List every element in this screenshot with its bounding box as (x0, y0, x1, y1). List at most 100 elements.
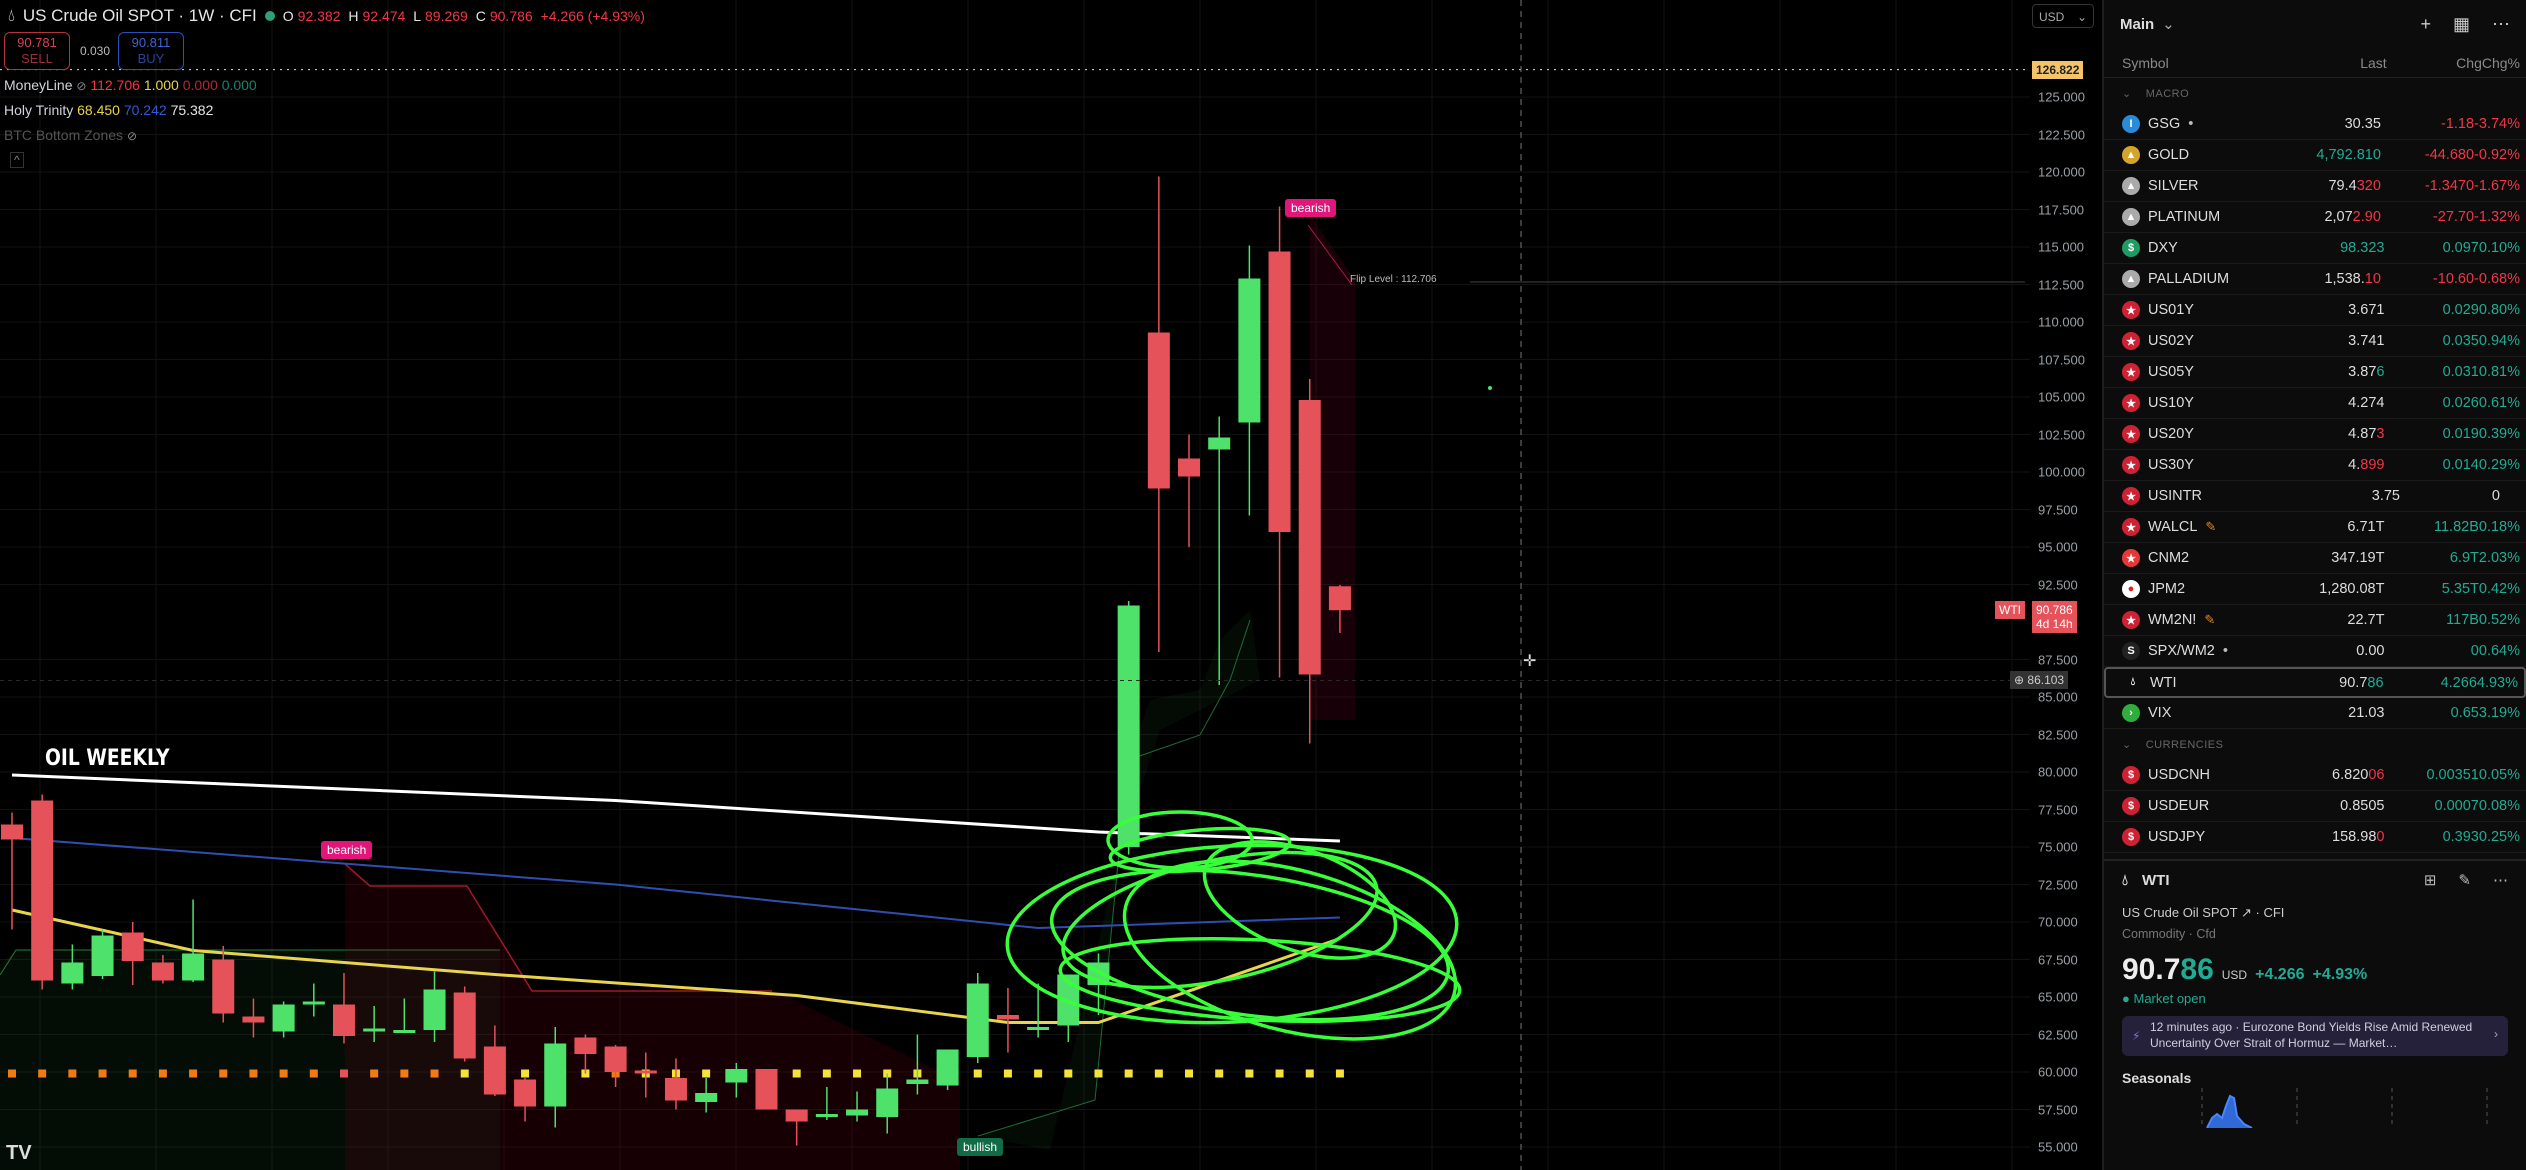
watchlist-row[interactable]: $ USDEUR 0.8505 0.0007 0.08% (2104, 791, 2526, 822)
candle[interactable] (302, 983, 325, 1017)
candle[interactable] (423, 971, 446, 1043)
watchlist-row[interactable]: ▲ PLATINUM 2,072.90 -27.70 -1.32% (2104, 202, 2526, 233)
candle[interactable] (1147, 176, 1170, 653)
watchlist-row[interactable]: $ USDJPY 158.980 0.393 0.25% (2104, 822, 2526, 853)
candle[interactable] (1178, 434, 1201, 548)
hidden-eye-icon[interactable]: ⊘ (126, 129, 137, 143)
candle[interactable] (544, 1027, 567, 1128)
watchlist-row[interactable]: ★ USINTR 3.75 0 (2104, 481, 2526, 512)
edit-note-icon[interactable]: ✎ (2205, 519, 2217, 534)
candle[interactable] (846, 1091, 869, 1122)
candle[interactable] (755, 1069, 778, 1110)
column-chg-pct[interactable]: Chg% (2481, 54, 2520, 71)
candle[interactable] (182, 899, 205, 983)
external-link-icon[interactable]: ↗ (2240, 905, 2252, 920)
candle[interactable] (1268, 206, 1291, 678)
watchlist-row[interactable]: ★ US01Y 3.671 0.029 0.80% (2104, 295, 2526, 326)
watchlist-row[interactable]: ● JPM2 1,280.08T 5.35T 0.42% (2104, 574, 2526, 605)
buy-button[interactable]: 90.811 BUY (118, 32, 184, 70)
candle[interactable] (996, 988, 1019, 1053)
price-chart[interactable]: ✛ (0, 0, 2100, 1170)
drawing-text-oil-weekly[interactable]: OIL WEEKLY (45, 746, 170, 771)
column-chg[interactable]: Chg (2456, 54, 2482, 71)
candle[interactable] (604, 1045, 627, 1087)
candle[interactable] (483, 1025, 506, 1097)
add-alert-plus-icon[interactable]: ⊕ (2014, 673, 2025, 687)
watchlist-row[interactable]: 💧︎ WTI 90.786 4.266 4.93% (2104, 667, 2526, 698)
watchlist-row[interactable]: ★ WALCL ✎ 6.71T 11.82B 0.18% (2104, 512, 2526, 543)
add-symbol-icon[interactable]: + (2420, 13, 2431, 34)
watchlist-row[interactable]: ▲ GOLD 4,792.810 -44.680 -0.92% (2104, 140, 2526, 171)
seasonals-title[interactable]: Seasonals (2122, 1070, 2192, 1086)
eye-off-icon[interactable]: ⊘ (76, 79, 87, 93)
candle[interactable] (936, 1049, 959, 1091)
candle[interactable] (906, 1034, 929, 1095)
chart-symbol-title[interactable]: US Crude Oil SPOT · 1W · CFI (22, 6, 257, 25)
watchlist-row[interactable]: ▲ PALLADIUM 1,538.10 -10.60 -0.68% (2104, 264, 2526, 295)
sell-button[interactable]: 90.781 SELL (4, 32, 70, 70)
candle[interactable] (664, 1058, 687, 1110)
watchlist-section[interactable]: ⌄ MACRO (2104, 78, 2526, 109)
watchlist-row[interactable]: ★ US20Y 4.873 0.019 0.39% (2104, 419, 2526, 450)
candle[interactable] (1, 812, 23, 930)
candle[interactable] (1328, 584, 1351, 633)
edit-note-icon[interactable]: ✎ (2204, 612, 2216, 627)
seasonals-mini-chart[interactable] (2122, 1088, 2512, 1128)
candle[interactable] (453, 986, 476, 1062)
tradingview-logo-icon[interactable]: TV (6, 1142, 32, 1164)
indicator-moneyline[interactable]: MoneyLine ⊘ 112.706 1.000 0.000 0.000 (4, 77, 257, 93)
more-options-icon[interactable]: ⋯ (2493, 872, 2508, 889)
watchlist-row[interactable]: S SPX/WM2 • 0.00 0 0.64% (2104, 636, 2526, 667)
watchlist-section[interactable]: ⌄ CURRENCIES (2104, 729, 2526, 760)
advanced-view-icon[interactable]: ▦ (2452, 13, 2470, 34)
watchlist-row[interactable]: $ USDCNH 6.82006 0.00351 0.05% (2104, 760, 2526, 791)
candle[interactable] (31, 794, 54, 990)
watchlist-row[interactable]: › VIX 21.03 0.65 3.19% (2104, 698, 2526, 729)
chevron-down-icon[interactable]: ⌄ (2162, 16, 2175, 33)
candle[interactable] (91, 929, 114, 980)
candle[interactable] (121, 922, 144, 985)
candle[interactable] (876, 1073, 899, 1134)
indicator-holy-trinity[interactable]: Holy Trinity 68.450 70.242 75.382 (4, 102, 213, 118)
news-headline-card[interactable]: ⚡︎ 12 minutes ago · Eurozone Bond Yields … (2122, 1016, 2508, 1056)
detail-full-name[interactable]: US Crude Oil SPOT (2122, 905, 2238, 920)
candle[interactable] (1208, 416, 1231, 686)
chart-area[interactable]: ✛ 💧︎ US Crude Oil SPOT · 1W · CFI O 92.38… (0, 0, 2100, 1170)
candle[interactable] (363, 1006, 386, 1042)
watchlist-row[interactable]: ★ US10Y 4.274 0.026 0.61% (2104, 388, 2526, 419)
candle[interactable] (815, 1087, 838, 1120)
chevron-down-icon[interactable]: ⌄ (2122, 739, 2132, 751)
candle[interactable] (634, 1052, 657, 1098)
candle[interactable] (1117, 601, 1140, 855)
candle[interactable] (695, 1078, 718, 1113)
watchlist-name-dropdown[interactable]: Main (2120, 15, 2155, 33)
chevron-down-icon[interactable]: ⌄ (2122, 88, 2132, 100)
candle[interactable] (332, 973, 355, 1044)
collapse-legend-icon[interactable]: ^ (10, 152, 24, 168)
indicator-btc-bottom-zones[interactable]: BTC Bottom Zones ⊘ (4, 127, 137, 143)
candle[interactable] (272, 1001, 295, 1038)
candle[interactable] (966, 973, 989, 1063)
candle[interactable] (61, 944, 84, 990)
watchlist-row[interactable]: ▲ SILVER 79.4320 -1.3470 -1.67% (2104, 171, 2526, 202)
candle[interactable] (393, 998, 416, 1034)
candle[interactable] (242, 998, 265, 1038)
candle[interactable] (514, 1078, 537, 1122)
candle[interactable] (725, 1063, 748, 1098)
column-last[interactable]: Last (2360, 54, 2387, 71)
watchlist-row[interactable]: ★ CNM2 347.19T 6.9T 2.03% (2104, 543, 2526, 574)
more-options-icon[interactable]: ⋯ (2492, 13, 2510, 34)
candle[interactable] (574, 1034, 597, 1074)
candle[interactable] (212, 946, 235, 1023)
candle[interactable] (785, 1109, 808, 1146)
watchlist-row[interactable]: $ DXY 98.323 0.097 0.10% (2104, 233, 2526, 264)
candle[interactable] (151, 955, 174, 984)
column-symbol[interactable]: Symbol (2122, 54, 2169, 71)
currency-select[interactable]: USD ⌄ (2032, 4, 2094, 28)
watchlist-row[interactable]: ★ US30Y 4.899 0.014 0.29% (2104, 450, 2526, 481)
candle[interactable] (1298, 379, 1321, 744)
watchlist-row[interactable]: ★ US02Y 3.741 0.035 0.94% (2104, 326, 2526, 357)
watchlist-row[interactable]: I GSG • 30.35 -1.18 -3.74% (2104, 109, 2526, 140)
watchlist-row[interactable]: ★ US05Y 3.876 0.031 0.81% (2104, 357, 2526, 388)
candle[interactable] (1027, 983, 1050, 1038)
